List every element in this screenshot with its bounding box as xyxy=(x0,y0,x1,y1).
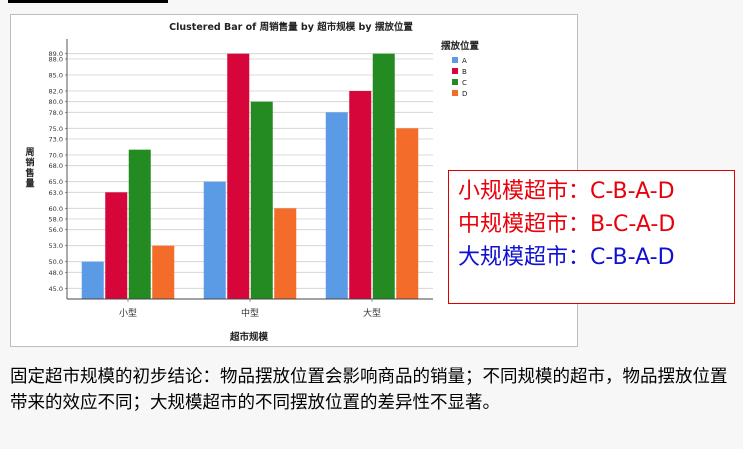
legend-swatch-a xyxy=(452,57,458,63)
y-tick-label: 45.0 xyxy=(49,285,63,293)
y-tick-labels: 45.0 48.0 50.0 53.0 56.0 58.0 60.0 63.0 65.0 68.0… xyxy=(49,50,63,293)
y-tick-label: 80.0 xyxy=(49,98,63,106)
legend-title: 摆放位置 xyxy=(441,40,480,52)
gridlines xyxy=(65,53,433,289)
legend-swatch-d xyxy=(452,90,458,96)
callout-line-medium: 中规模超市：B-C-A-D xyxy=(458,212,676,237)
bar-b-2 xyxy=(349,91,372,299)
ranking-callout: 小规模超市：C-B-A-D 中规模超市：B-C-A-D 大规模超市：C-B-A-… xyxy=(448,170,735,304)
top-divider xyxy=(8,0,168,3)
y-tick-label: 82.0 xyxy=(49,88,63,96)
bar-b-0 xyxy=(105,192,128,299)
y-tick-label: 50.0 xyxy=(49,258,63,266)
y-axis-label: 周销售量 xyxy=(24,147,34,190)
bar-a-0 xyxy=(81,261,104,299)
y-tick-label: 85.0 xyxy=(49,72,63,80)
y-tick-label: 53.0 xyxy=(49,242,63,250)
bar-d-2 xyxy=(396,128,419,299)
bar-d-1 xyxy=(274,208,297,299)
conclusion-text: 固定超市规模的初步结论：物品摆放位置会影响商品的销量；不同规模的超市，物品摆放位… xyxy=(10,367,728,413)
y-tick-label: 65.0 xyxy=(49,178,63,186)
y-tick-label: 78.0 xyxy=(49,109,63,117)
x-axis-label: 超市规模 xyxy=(229,331,269,343)
x-tick-label: 中型 xyxy=(241,307,259,319)
x-tick-label: 大型 xyxy=(363,307,381,319)
legend-label-c: C xyxy=(462,79,467,87)
y-tick-label: 89.0 xyxy=(49,50,63,58)
y-tick-label: 73.0 xyxy=(49,136,63,144)
bar-a-1 xyxy=(203,181,226,299)
y-tick-label: 88.0 xyxy=(49,56,63,64)
y-tick-label: 70.0 xyxy=(49,152,63,160)
bar-c-2 xyxy=(372,53,395,299)
x-tick-labels: 小型 中型 大型 xyxy=(119,299,381,319)
bar-b-1 xyxy=(227,53,250,299)
bars xyxy=(81,53,419,300)
callout-line-small: 小规模超市：C-B-A-D xyxy=(458,179,675,204)
y-tick-label: 58.0 xyxy=(49,216,63,224)
legend-label-a: A xyxy=(462,57,467,65)
callout-line-large: 大规模超市：C-B-A-D xyxy=(458,245,675,270)
y-tick-label: 75.0 xyxy=(49,125,63,133)
legend-swatch-c xyxy=(452,79,458,85)
bar-c-1 xyxy=(250,101,273,300)
bar-a-2 xyxy=(325,112,348,299)
legend-label-b: B xyxy=(462,68,467,76)
y-label-char: 售 xyxy=(24,167,34,179)
y-label-char: 销 xyxy=(25,157,34,169)
y-tick-label: 60.0 xyxy=(49,205,63,213)
chart-title: Clustered Bar of 周销售量 by 超市规模 by 摆放位置 xyxy=(169,21,413,33)
y-tick-label: 63.0 xyxy=(49,189,63,197)
legend-swatch-b xyxy=(452,68,458,74)
y-tick-label: 68.0 xyxy=(49,162,63,170)
y-tick-label: 48.0 xyxy=(49,269,63,277)
clustered-bar-chart: Clustered Bar of 周销售量 by 超市规模 by 摆放位置 45… xyxy=(24,21,480,343)
y-label-char: 周 xyxy=(25,147,34,158)
legend-label-d: D xyxy=(462,90,467,98)
bar-d-0 xyxy=(152,245,175,299)
bar-c-0 xyxy=(128,149,151,299)
x-tick-label: 小型 xyxy=(119,308,137,319)
y-label-char: 量 xyxy=(25,178,34,190)
y-tick-label: 56.0 xyxy=(49,226,63,234)
